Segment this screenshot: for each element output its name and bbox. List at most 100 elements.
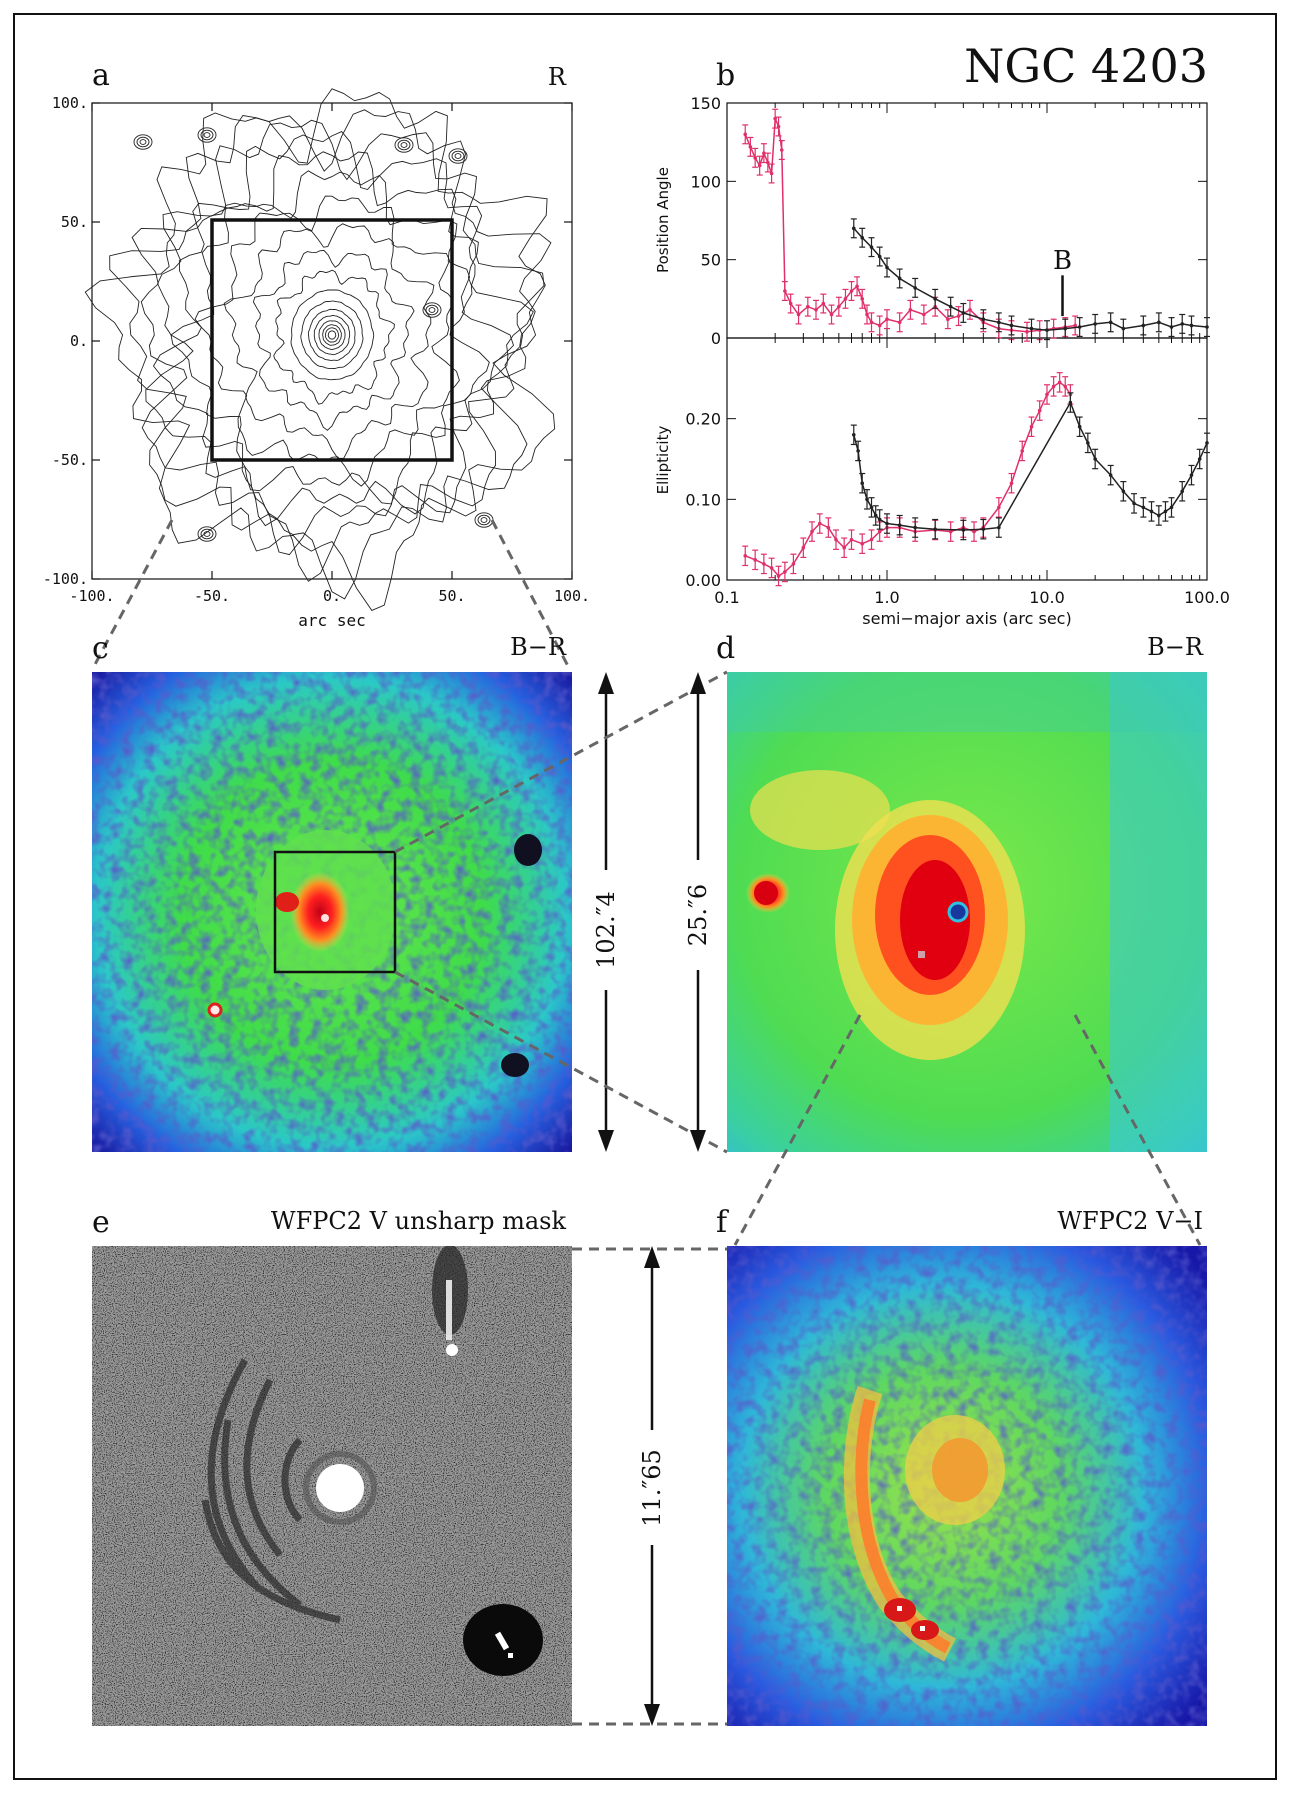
contour-knot [480, 517, 488, 523]
data-point [868, 497, 875, 518]
data-point [742, 124, 749, 145]
data-point [1092, 448, 1099, 470]
data-point [1044, 384, 1050, 405]
data-point [781, 281, 788, 301]
panel-f: f WFPC2 V−I [716, 1205, 1207, 1726]
data-point [980, 518, 987, 540]
data-point [1028, 416, 1035, 438]
contour-knot [203, 132, 211, 138]
x-tick-label: 0.1 [714, 588, 739, 607]
data-point [1140, 497, 1147, 518]
contour-knot [394, 137, 414, 153]
contour-knot [451, 150, 465, 162]
panel-e-band: WFPC2 V unsharp mask [271, 1207, 567, 1235]
data-point [884, 257, 890, 278]
y-tick-label: 150 [690, 94, 721, 113]
data-point [1204, 317, 1210, 338]
data-point [932, 518, 939, 540]
panel-d: d B−R 25.″6 [684, 631, 1207, 1246]
panel-a-axes [91, 102, 573, 580]
isophote [152, 151, 515, 527]
panel-a-ytick: 0. [70, 332, 88, 350]
isophote [131, 119, 545, 582]
isophote [307, 308, 356, 361]
contour-knot [203, 531, 211, 537]
data-point [1072, 315, 1079, 336]
data-point [760, 553, 767, 575]
contour-knot [428, 307, 436, 313]
data-point [1120, 318, 1127, 339]
data-point [947, 296, 954, 317]
data-point [884, 309, 890, 330]
pa-plot: 0 50 100 150 [690, 94, 1210, 348]
contour-knot [139, 139, 147, 145]
data-point [960, 519, 967, 541]
connectors-c-d [394, 670, 728, 1154]
data-point [1204, 432, 1210, 454]
data-point [896, 514, 903, 536]
data-point [859, 472, 866, 494]
data-point [907, 299, 914, 320]
panel-a-xtick: 0. [323, 587, 341, 605]
ellipticity-plot: 0.00 0.10 0.20 0.1 1.0 10.0 100.0 [685, 338, 1230, 607]
data-point [841, 537, 848, 559]
connectors-a-c [90, 519, 572, 671]
unsharp-mask-image [92, 1246, 572, 1726]
figure-frame [13, 13, 1277, 1780]
data-point [760, 143, 767, 164]
data-point [1092, 313, 1099, 334]
panel-a-ytick: -50. [52, 451, 88, 469]
data-point [1056, 372, 1063, 393]
contour-knot [197, 526, 217, 542]
data-point [1076, 416, 1083, 438]
data-point [813, 299, 820, 320]
panel-a-xtick: 100. [554, 587, 590, 605]
panel-a: a R -100.-100. -50. -50. 0. 0. 50. 50. 100. 100.… [43, 58, 590, 630]
data-point [896, 312, 903, 333]
contour-knot [448, 148, 468, 164]
data-point [1155, 312, 1162, 333]
data-point [1188, 464, 1195, 486]
data-point [912, 517, 919, 538]
alignment-guides-e-f [572, 1247, 727, 1726]
contour-knot [200, 129, 214, 141]
data-point [1179, 313, 1186, 334]
data-point [854, 276, 861, 297]
zoom-box-c [273, 850, 397, 974]
data-point [848, 529, 855, 550]
data-point [848, 281, 855, 301]
panel-d-letter: d [716, 631, 735, 666]
data-point [1036, 400, 1043, 421]
data-point [947, 521, 954, 542]
isophote-contours [84, 88, 556, 611]
scale-label-e: 11.″65 [638, 1449, 666, 1527]
panel-e-letter: e [92, 1205, 110, 1240]
panel-a-xtick: -100. [69, 587, 114, 605]
data-point [876, 509, 883, 530]
series-line [853, 227, 1208, 331]
data-point [775, 565, 782, 587]
figure-title: NGC 4203 [964, 39, 1208, 93]
data-point [995, 312, 1002, 333]
isophote [109, 109, 552, 600]
zoom-guides-d [733, 1014, 1202, 1246]
data-point [995, 497, 1002, 518]
isophote [325, 327, 340, 343]
data-point [932, 288, 939, 309]
data-point [868, 237, 875, 258]
scale-arrow-c: 102.″4 [592, 672, 620, 1152]
zoom-box-a [210, 218, 454, 462]
b-r-colormap-zoom [727, 672, 1207, 1152]
data-point [778, 140, 785, 160]
isophote [194, 195, 460, 487]
series-line [853, 400, 1208, 531]
panel-a-ytick: 100. [52, 94, 88, 112]
panel-d-band: B−R [1147, 633, 1204, 661]
x-tick-label: 1.0 [874, 588, 899, 607]
data-point [747, 136, 754, 157]
contour-knot [422, 302, 442, 318]
x-tick-label: 10.0 [1029, 588, 1065, 607]
data-point [864, 489, 871, 510]
data-point [1188, 315, 1195, 336]
